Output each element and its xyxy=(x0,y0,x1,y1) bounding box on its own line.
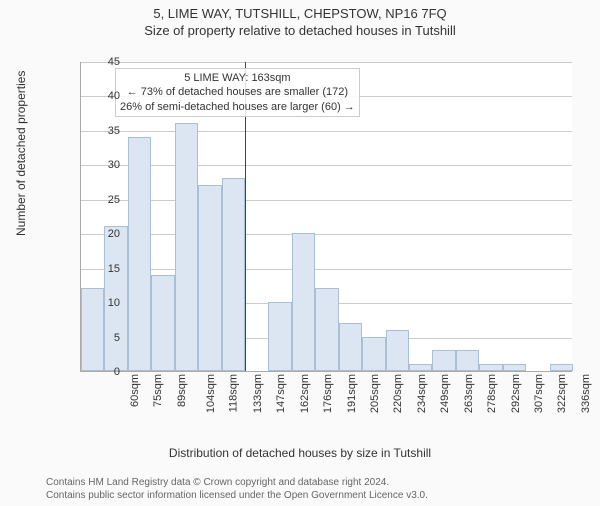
x-tick-label: 234sqm xyxy=(416,374,428,413)
histogram-bar xyxy=(432,350,455,371)
x-tick-label: 133sqm xyxy=(252,374,264,413)
x-tick-label: 75sqm xyxy=(152,374,164,407)
annotation-line-2: ← 73% of detached houses are smaller (17… xyxy=(120,85,355,99)
x-tick-label: 191sqm xyxy=(346,374,358,413)
x-tick-label: 104sqm xyxy=(205,374,217,413)
y-tick-label: 30 xyxy=(92,159,120,171)
x-tick-label: 147sqm xyxy=(275,374,287,413)
histogram-bar xyxy=(362,337,385,371)
x-tick-label: 118sqm xyxy=(228,374,240,412)
footer-text: Contains HM Land Registry data © Crown c… xyxy=(46,476,428,502)
x-axis-label: Distribution of detached houses by size … xyxy=(0,446,600,460)
gridline xyxy=(81,200,572,201)
gridline xyxy=(81,165,572,166)
histogram-bar xyxy=(315,288,338,371)
x-tick-label: 307sqm xyxy=(533,374,545,413)
y-tick-label: 15 xyxy=(92,263,120,275)
x-tick-label: 220sqm xyxy=(393,374,405,413)
y-tick-label: 5 xyxy=(92,332,120,344)
y-tick-label: 40 xyxy=(92,90,120,102)
histogram-bar xyxy=(151,275,174,371)
annotation-line-3: 26% of semi-detached houses are larger (… xyxy=(120,100,355,114)
x-tick-label: 89sqm xyxy=(176,374,188,407)
histogram-bar xyxy=(550,364,573,371)
x-tick-label: 278sqm xyxy=(486,374,498,413)
histogram-bar xyxy=(128,137,151,371)
histogram-bar xyxy=(339,323,362,371)
gridline xyxy=(81,62,572,63)
histogram-bar xyxy=(198,185,221,371)
annotation-line-1: 5 LIME WAY: 163sqm xyxy=(120,71,355,85)
chart-container: 5 LIME WAY: 163sqm← 73% of detached hous… xyxy=(46,52,582,422)
histogram-bar xyxy=(175,123,198,371)
histogram-bar xyxy=(268,302,291,371)
histogram-bar xyxy=(292,233,315,371)
x-tick-label: 322sqm xyxy=(557,374,569,413)
y-tick-label: 10 xyxy=(92,297,120,309)
y-tick-label: 35 xyxy=(92,125,120,137)
page-subtitle: Size of property relative to detached ho… xyxy=(0,23,600,38)
x-tick-label: 336sqm xyxy=(580,374,592,413)
x-tick-label: 162sqm xyxy=(299,374,311,413)
x-tick-label: 176sqm xyxy=(322,374,334,413)
plot-area: 5 LIME WAY: 163sqm← 73% of detached hous… xyxy=(80,62,572,372)
histogram-bar xyxy=(409,364,432,371)
x-tick-label: 60sqm xyxy=(129,374,141,407)
footer-line-2: Contains public sector information licen… xyxy=(46,489,428,502)
histogram-bar xyxy=(456,350,479,371)
y-axis-label: Number of detached properties xyxy=(14,71,28,236)
y-tick-label: 20 xyxy=(92,228,120,240)
x-tick-label: 292sqm xyxy=(510,374,522,413)
histogram-bar xyxy=(222,178,245,371)
page-title: 5, LIME WAY, TUTSHILL, CHEPSTOW, NP16 7F… xyxy=(0,6,600,21)
annotation-box: 5 LIME WAY: 163sqm← 73% of detached hous… xyxy=(115,68,360,117)
gridline xyxy=(81,131,572,132)
histogram-bar xyxy=(386,330,409,371)
histogram-bar xyxy=(479,364,502,371)
x-tick-label: 249sqm xyxy=(439,374,451,413)
histogram-bar xyxy=(503,364,526,371)
y-tick-label: 45 xyxy=(92,56,120,68)
x-tick-label: 263sqm xyxy=(463,374,475,413)
y-tick-label: 25 xyxy=(92,194,120,206)
y-tick-label: 0 xyxy=(92,366,120,378)
gridline xyxy=(81,234,572,235)
gridline xyxy=(81,269,572,270)
footer-line-1: Contains HM Land Registry data © Crown c… xyxy=(46,476,428,489)
x-tick-label: 205sqm xyxy=(369,374,381,413)
